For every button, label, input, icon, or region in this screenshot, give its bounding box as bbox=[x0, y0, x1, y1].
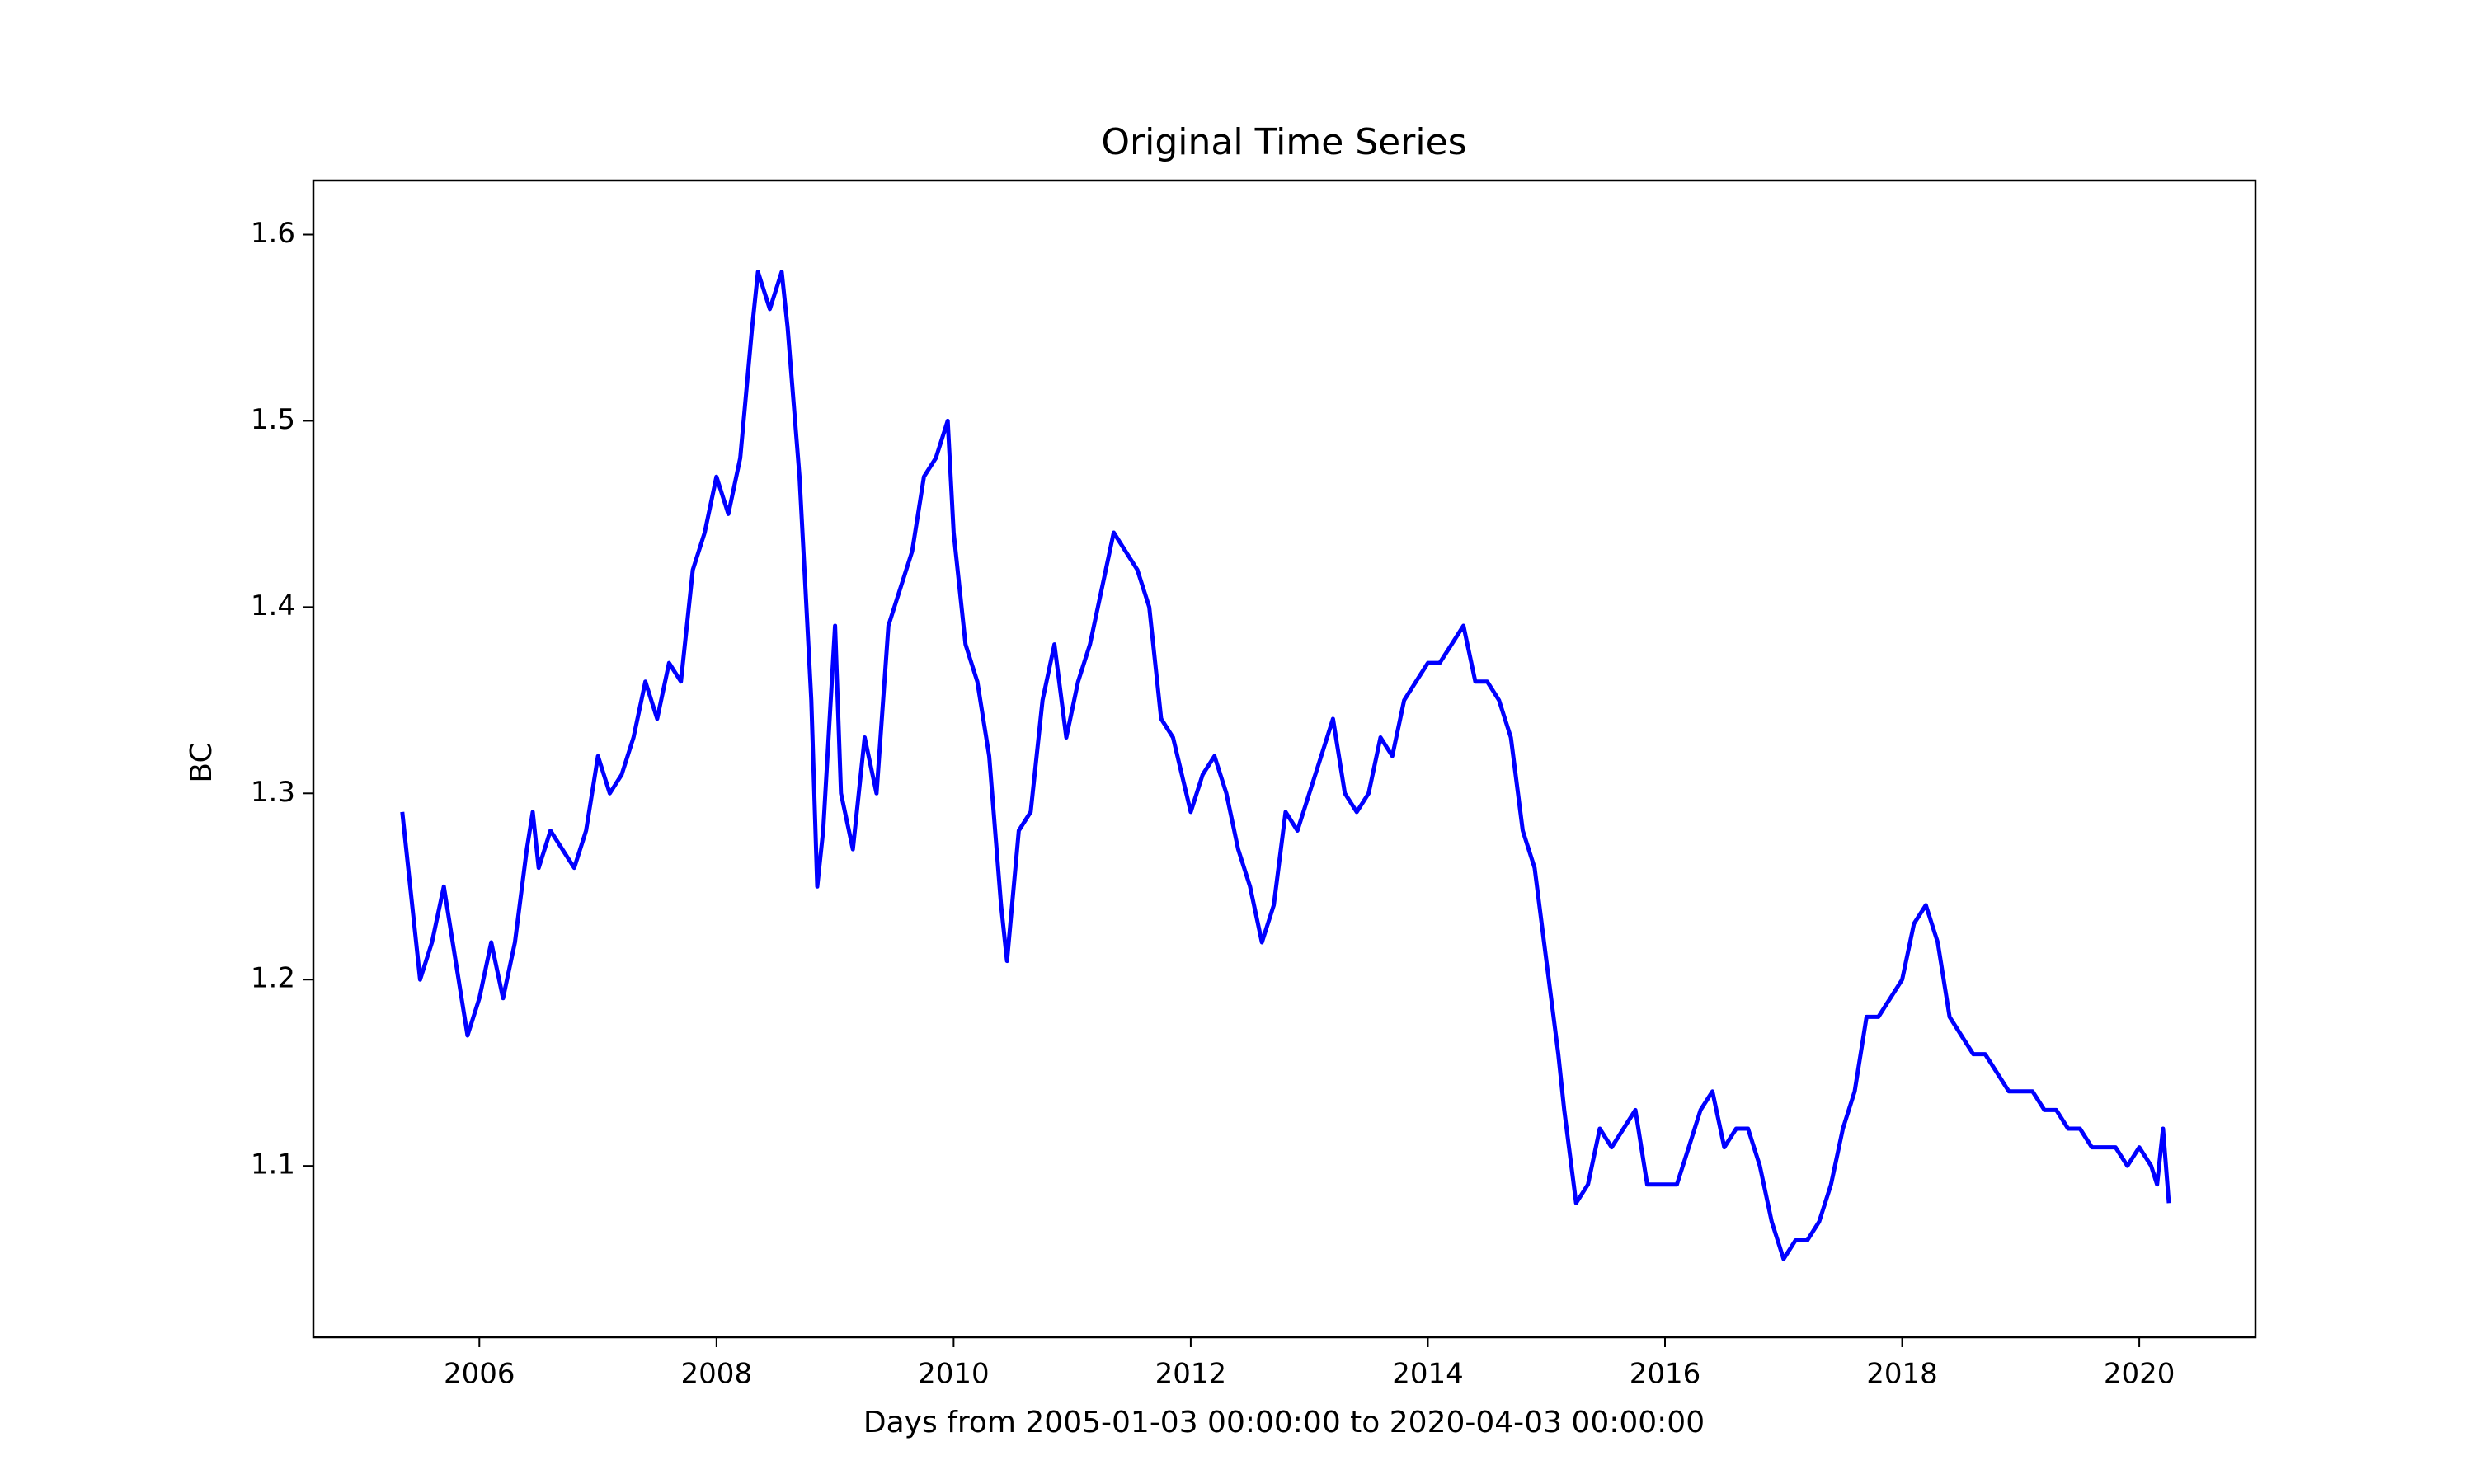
y-tick-label: 1.4 bbox=[251, 589, 295, 622]
x-tick-label: 2010 bbox=[918, 1358, 990, 1391]
y-tick-label: 1.6 bbox=[251, 217, 295, 250]
y-tick-label: 1.5 bbox=[251, 403, 295, 436]
y-tick-label: 1.1 bbox=[251, 1148, 295, 1181]
x-tick-label: 2008 bbox=[681, 1358, 753, 1391]
x-tick-label: 2014 bbox=[1392, 1358, 1464, 1391]
x-tick-label: 2006 bbox=[444, 1358, 515, 1391]
x-tick-label: 2020 bbox=[2104, 1358, 2175, 1391]
y-tick-label: 1.2 bbox=[251, 962, 295, 995]
axes-frame bbox=[312, 179, 2257, 1339]
x-tick-label: 2016 bbox=[1630, 1358, 1701, 1391]
chart-title: Original Time Series bbox=[1101, 121, 1466, 163]
data-line bbox=[400, 270, 2171, 1261]
x-axis-label: Days from 2005-01-03 00:00:00 to 2020-04… bbox=[863, 1406, 1705, 1439]
plot-area bbox=[400, 270, 2171, 1261]
x-tick-label: 2018 bbox=[1866, 1358, 1938, 1391]
x-tick-label: 2012 bbox=[1155, 1358, 1227, 1391]
y-axis-label: BC bbox=[185, 742, 219, 782]
y-tick-label: 1.3 bbox=[251, 776, 295, 809]
